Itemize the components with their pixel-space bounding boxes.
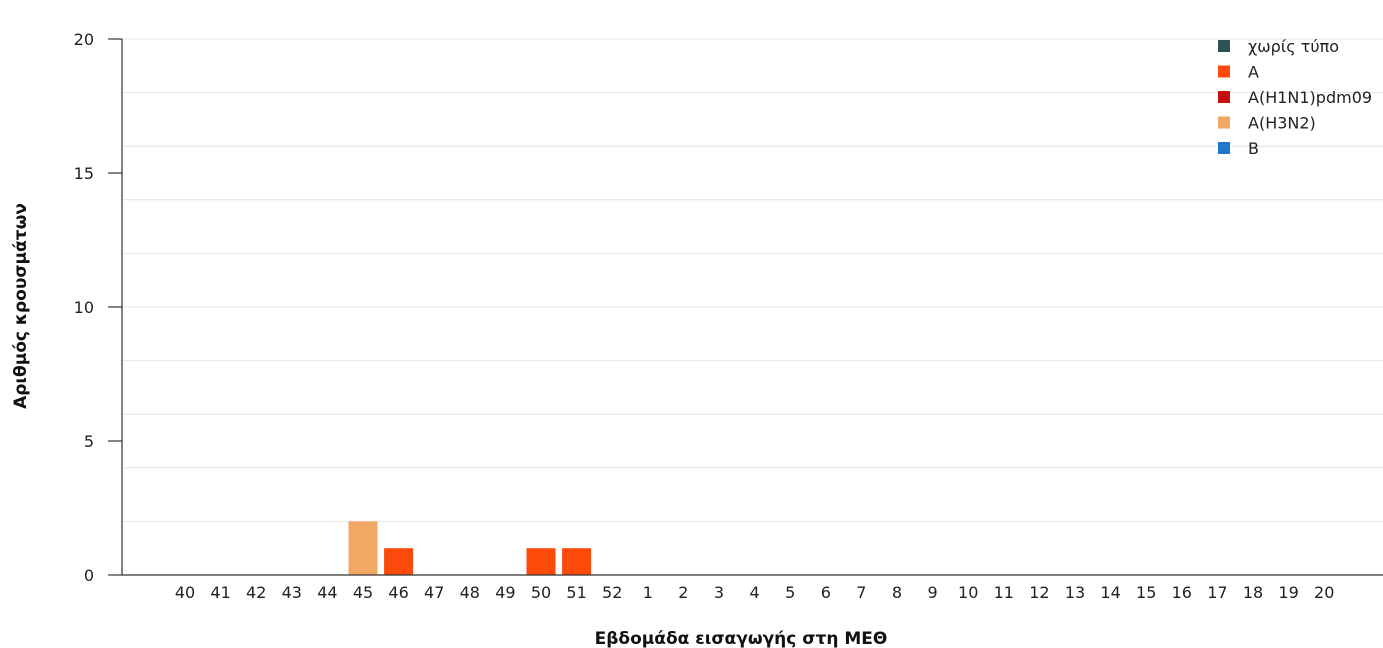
bar-46 xyxy=(384,548,414,575)
x-tick-label: 49 xyxy=(495,583,515,602)
x-tick-label: 17 xyxy=(1207,583,1227,602)
legend-label: A(H3N2) xyxy=(1248,114,1316,133)
y-tick-label: 5 xyxy=(84,432,94,451)
y-axis-title: Αριθμός κρουσμάτων xyxy=(11,203,31,409)
x-tick-label: 48 xyxy=(460,583,480,602)
x-tick-label: 20 xyxy=(1314,583,1334,602)
x-tick-label: 40 xyxy=(175,583,195,602)
grid-lines xyxy=(122,38,1383,522)
bar-50 xyxy=(526,548,556,575)
legend-swatch xyxy=(1218,142,1230,154)
x-tick-label: 50 xyxy=(531,583,551,602)
legend-swatch xyxy=(1218,116,1230,129)
x-tick-label: 2 xyxy=(678,583,688,602)
x-tick-label: 43 xyxy=(282,583,302,602)
x-tick-label: 11 xyxy=(994,583,1014,602)
legend-swatch xyxy=(1218,91,1230,103)
legend-label: χωρίς τύπο xyxy=(1248,37,1339,56)
x-tick-label: 44 xyxy=(317,583,337,602)
x-tick-label: 46 xyxy=(388,583,408,602)
x-tick-label: 6 xyxy=(821,583,831,602)
y-tick-label: 15 xyxy=(74,164,94,183)
x-tick-label: 16 xyxy=(1172,583,1192,602)
x-tick-label: 51 xyxy=(566,583,586,602)
x-tick-label: 45 xyxy=(353,583,373,602)
x-tick-label: 5 xyxy=(785,583,795,602)
legend-label: A xyxy=(1248,63,1259,82)
x-axis-title: Εβδομάδα εισαγωγής στη ΜΕΘ xyxy=(595,629,888,648)
x-tick-label: 14 xyxy=(1100,583,1120,602)
x-tick-label: 10 xyxy=(958,583,978,602)
bars xyxy=(348,521,592,575)
x-tick-label: 42 xyxy=(246,583,266,602)
x-tick-label: 12 xyxy=(1029,583,1049,602)
legend-label: A(H1N1)pdm09 xyxy=(1248,88,1372,107)
y-tick-label: 20 xyxy=(74,30,94,49)
legend-swatch xyxy=(1218,40,1230,52)
y-tick-label: 10 xyxy=(74,298,94,317)
x-tick-label: 8 xyxy=(892,583,902,602)
x-tick-label: 1 xyxy=(643,583,653,602)
x-tick-label: 7 xyxy=(856,583,866,602)
y-tick-label: 0 xyxy=(84,566,94,585)
x-tick-label: 41 xyxy=(210,583,230,602)
x-tick-label: 3 xyxy=(714,583,724,602)
x-tick-label: 19 xyxy=(1278,583,1298,602)
legend: χωρίς τύπο A A(H1N1)pdm09 A(H3N2) B xyxy=(1218,37,1372,158)
x-tick-label: 15 xyxy=(1136,583,1156,602)
x-tick-label: 13 xyxy=(1065,583,1085,602)
x-tick-label: 47 xyxy=(424,583,444,602)
x-tick-label: 4 xyxy=(750,583,760,602)
x-tick-label: 18 xyxy=(1243,583,1263,602)
legend-swatch xyxy=(1218,65,1230,78)
legend-label: B xyxy=(1248,139,1259,158)
x-tick-label: 9 xyxy=(928,583,938,602)
bar-51 xyxy=(562,548,592,575)
x-tick-label: 52 xyxy=(602,583,622,602)
bar-45 xyxy=(348,521,378,575)
